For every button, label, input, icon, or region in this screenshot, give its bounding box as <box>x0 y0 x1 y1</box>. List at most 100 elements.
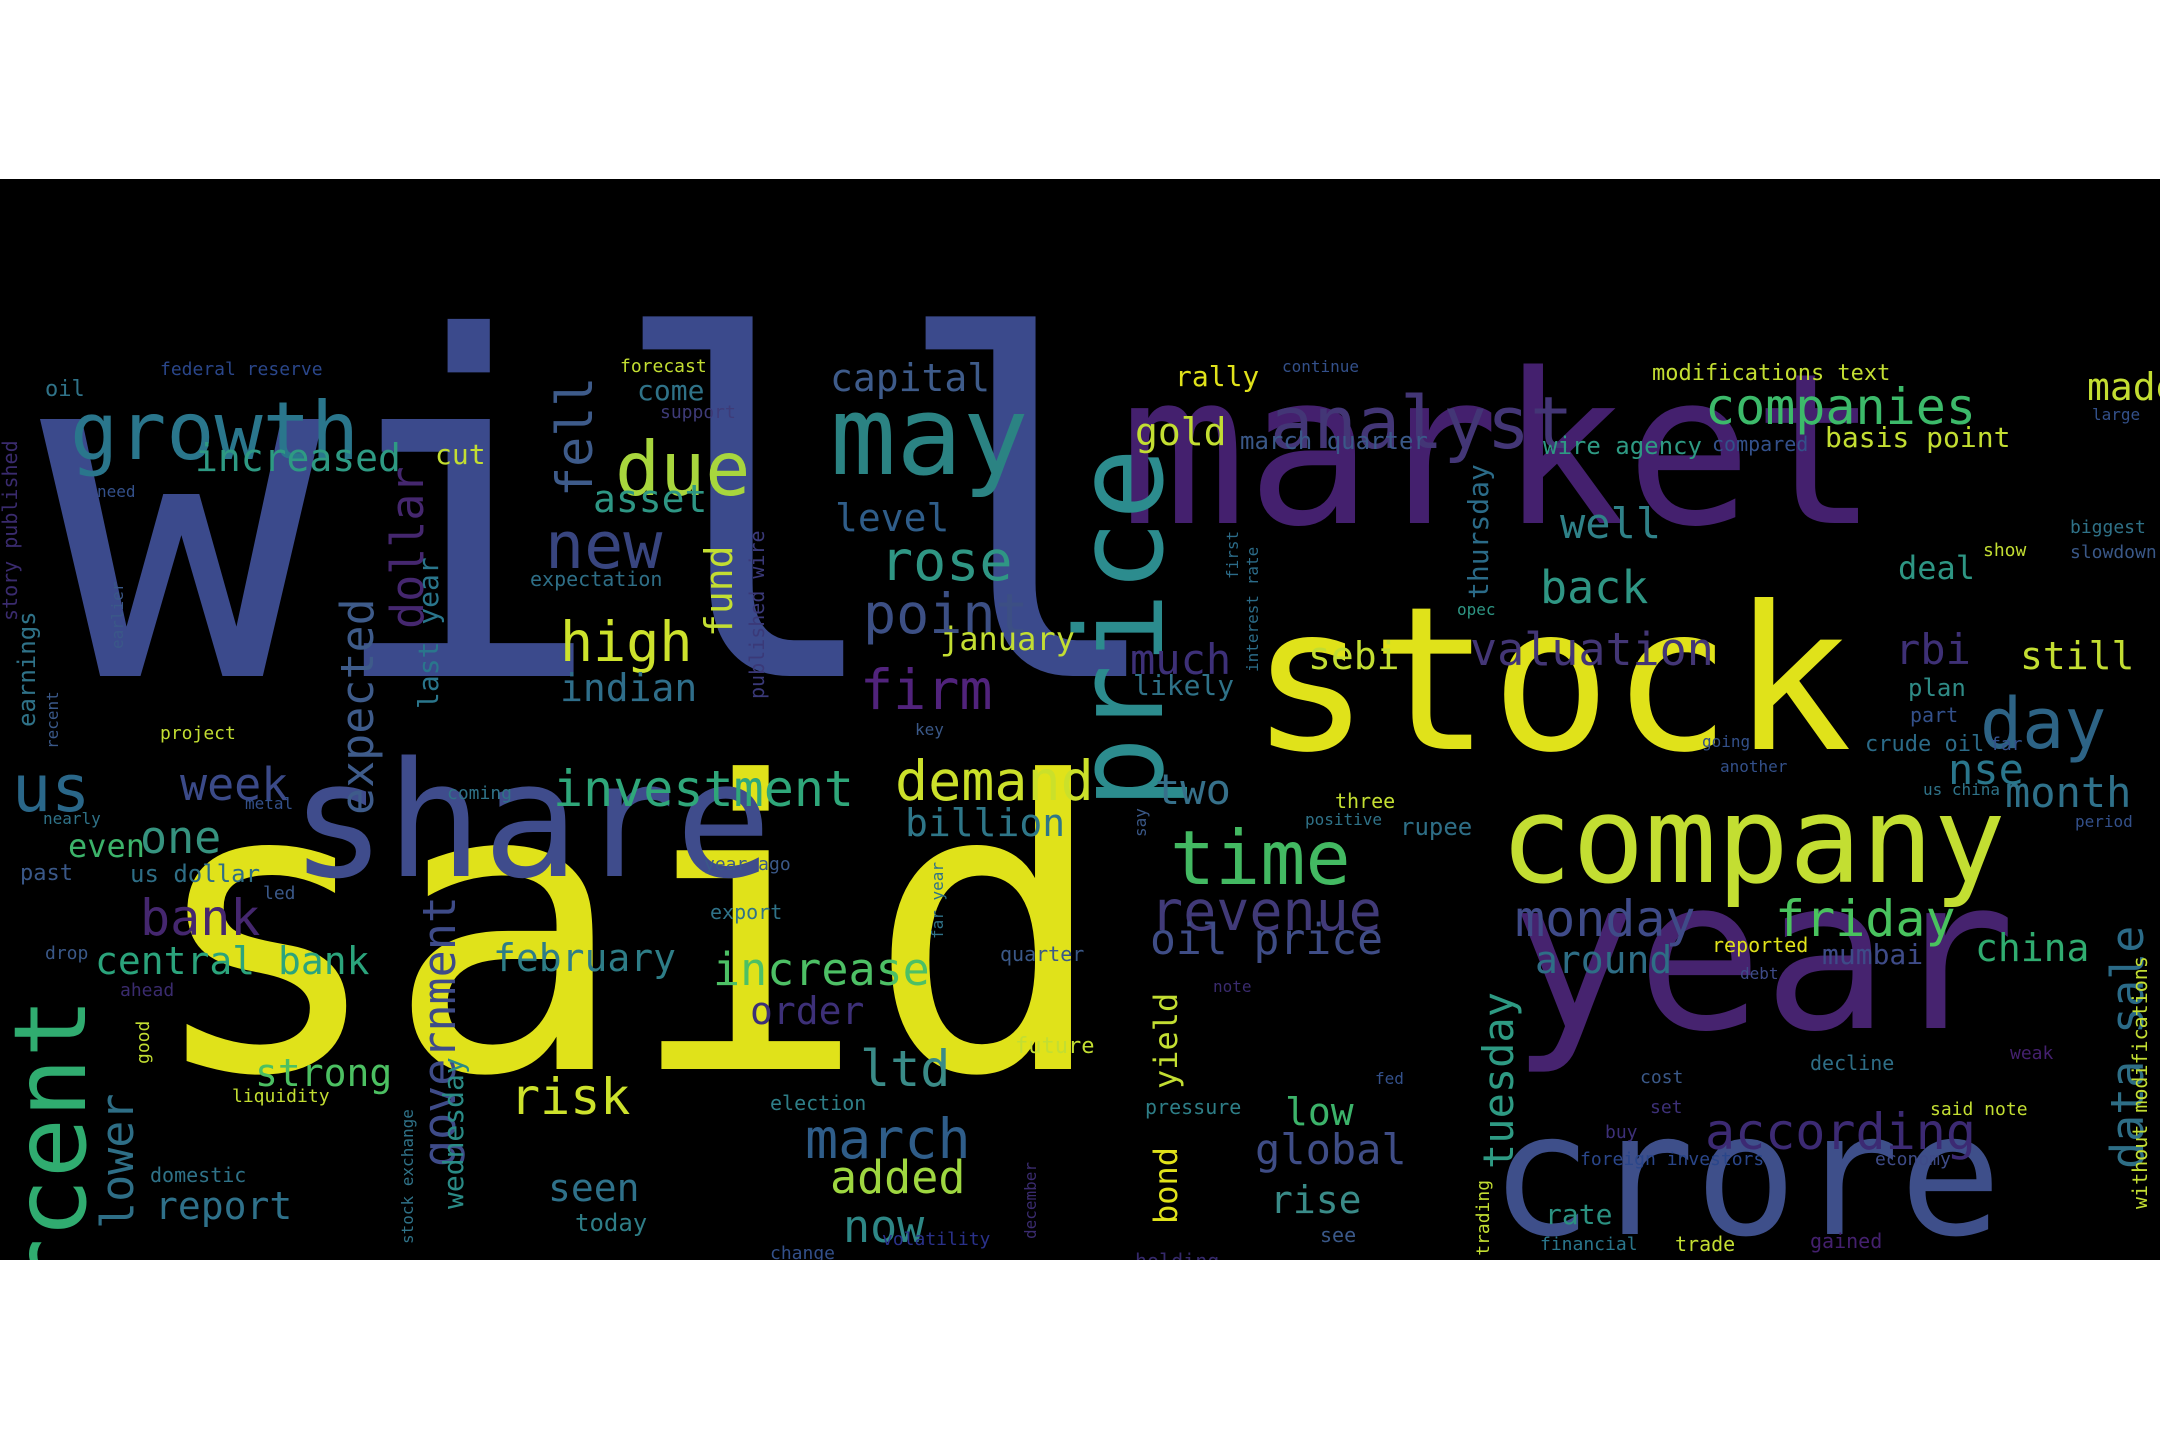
word-interest-rate: interest rate <box>1243 546 1262 672</box>
word-expectation: expectation <box>530 567 663 591</box>
word-quarter: quarter <box>1000 942 1085 966</box>
word-us-china: us china <box>1923 780 2001 799</box>
word-say: say <box>1131 808 1150 837</box>
word-holding: holding <box>1135 1251 1219 1260</box>
word-percent: percent <box>0 997 109 1260</box>
word-last-year: last year <box>412 557 445 709</box>
word-metal: metal <box>245 794 294 813</box>
word-going: going <box>1702 732 1751 751</box>
word-mumbai: mumbai <box>1822 938 1924 971</box>
word-added: added <box>830 1151 966 1204</box>
word-march: march <box>805 1107 971 1171</box>
word-well: well <box>1560 499 1662 548</box>
word-financial: financial <box>1540 1234 1638 1255</box>
word-china: china <box>1975 926 2090 970</box>
word-february: february <box>493 936 677 980</box>
word-revenue: revenue <box>1150 879 1382 943</box>
word-valuation: valuation <box>1470 623 1714 676</box>
word-nearly: nearly <box>43 809 101 828</box>
word-future: future <box>1015 1034 1095 1059</box>
word-billion: billion <box>905 801 1066 845</box>
word-high: high <box>560 610 693 674</box>
word-rupee: rupee <box>1400 813 1473 841</box>
word-cost: cost <box>1640 1067 1684 1088</box>
word-us-dollar: us dollar <box>130 860 261 888</box>
word-rally: rally <box>1175 360 1260 393</box>
word-another: another <box>1720 757 1788 776</box>
word-decline: decline <box>1810 1051 1895 1075</box>
word-market: market <box>1120 328 1879 573</box>
word-gained: gained <box>1810 1229 1883 1253</box>
word-year: year <box>1510 833 2016 1078</box>
word-oil-price: oil price <box>1150 915 1383 965</box>
word-cut: cut <box>435 438 486 471</box>
word-now: now <box>843 1200 925 1253</box>
word-support: support <box>660 402 736 423</box>
word-project: project <box>160 723 236 744</box>
word-march-quarter: march quarter <box>1240 427 1428 455</box>
word-trade: trade <box>1675 1232 1736 1256</box>
word-forecast: forecast <box>620 356 707 377</box>
word-election: election <box>770 1091 867 1115</box>
word-december: december <box>1021 1161 1040 1239</box>
word-one: one <box>140 811 222 864</box>
word-yield: yield <box>1147 992 1185 1089</box>
word-compared: compared <box>1712 432 1809 456</box>
word-domestic: domestic <box>150 1163 247 1187</box>
word-capital: capital <box>830 356 991 400</box>
word-point: point <box>863 582 1029 646</box>
word-led: led <box>263 883 296 904</box>
word-three: three <box>1335 789 1396 813</box>
word-tuesday: tuesday <box>1474 991 1523 1169</box>
word-time: time <box>1170 814 1351 902</box>
word-today: today <box>575 1209 648 1237</box>
word-key: key <box>915 720 944 739</box>
word-show: show <box>1983 540 2027 561</box>
word-report: report <box>155 1184 293 1228</box>
word-good: good <box>133 1020 154 1064</box>
word-likely: likely <box>1133 669 1235 702</box>
word-rbi: rbi <box>1895 625 1971 674</box>
word-rate: rate <box>1545 1198 1613 1231</box>
word-demand: demand <box>895 749 1094 813</box>
word-cloud: said will market stock year crore share company… <box>0 179 2160 1260</box>
word-wire-agency: wire agency <box>1543 432 1702 460</box>
word-month: month <box>2005 768 2132 817</box>
word-expected: expected <box>331 598 384 815</box>
word-increased: increased <box>195 436 401 480</box>
word-deal: deal <box>1898 549 1976 587</box>
word-asset: asset <box>593 477 708 521</box>
word-day: day <box>1980 683 2107 765</box>
word-fund: fund <box>697 545 741 637</box>
word-strong: strong <box>255 1051 393 1095</box>
word-order: order <box>750 989 865 1033</box>
word-global: global <box>1255 1125 1407 1174</box>
word-far-year: far year <box>928 861 947 939</box>
word-bank: bank <box>140 889 261 947</box>
word-january: january <box>940 620 1075 658</box>
word-seen: seen <box>548 1166 640 1210</box>
word-reported: reported <box>1712 933 1809 957</box>
word-basis-point: basis point <box>1825 421 2011 454</box>
word-rise: rise <box>1270 1178 1362 1222</box>
word-debt: debt <box>1740 964 1779 983</box>
word-past: past <box>20 861 73 886</box>
word-change: change <box>770 1243 836 1261</box>
word-bond: bond <box>1147 1146 1185 1224</box>
word-crude-oil: crude oil <box>1865 732 1985 757</box>
word-published-wire: published wire <box>745 530 769 699</box>
word-earnings: earnings <box>13 611 41 727</box>
word-liquidity: liquidity <box>232 1086 330 1107</box>
word-growth: growth <box>70 385 359 478</box>
word-pressure: pressure <box>1145 1095 1242 1119</box>
word-rose: rose <box>880 529 1013 593</box>
word-volatility: volatility <box>882 1229 991 1250</box>
word-due: due <box>615 425 751 513</box>
word-coming: coming <box>447 783 513 804</box>
word-may: may <box>830 372 1029 500</box>
word-year-ago: year ago <box>704 854 791 875</box>
word-central-bank: central bank <box>95 939 370 983</box>
word-first: first <box>1223 530 1242 579</box>
word-investment: investment <box>553 760 855 818</box>
word-even: even <box>68 827 146 865</box>
